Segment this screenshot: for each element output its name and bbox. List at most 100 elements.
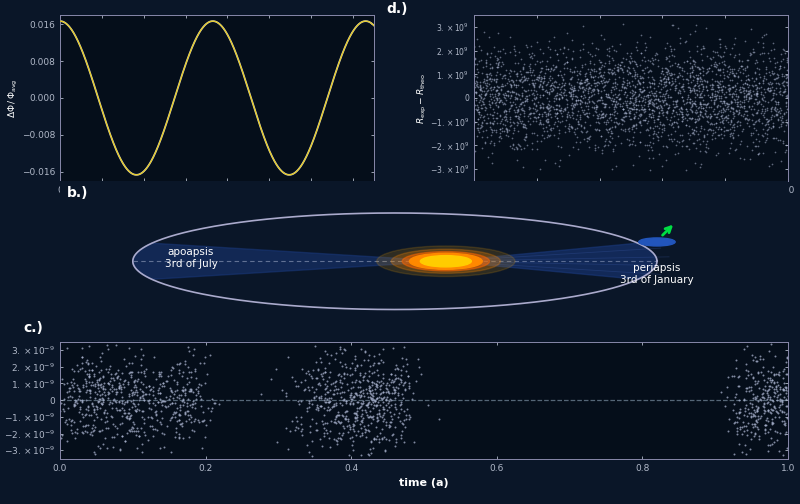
Point [366,389,379,397]
Point [675,110,688,118]
Point [669,78,682,86]
Point [705,112,718,120]
Point [389,388,402,396]
Point [344,395,357,403]
Point [407,389,420,397]
Point [654,85,667,93]
Point [707,110,720,118]
Point [481,133,494,141]
Point [470,74,483,82]
Point [646,111,659,119]
Point [101,409,114,417]
Point [517,106,530,114]
Point [638,108,650,116]
Point [542,105,554,113]
Point [359,385,372,393]
Point [662,93,674,101]
Point [177,401,190,409]
Point [347,399,360,407]
Point [711,78,724,86]
Point [764,80,777,88]
Point [648,76,661,84]
Point [689,118,702,126]
Point [379,401,392,409]
Point [95,383,108,391]
Point [706,81,718,89]
Point [106,413,118,421]
Point [707,61,720,70]
Point [574,96,586,104]
Point [104,369,117,377]
Point [524,109,537,117]
Point [361,389,374,397]
Point [136,449,149,457]
Point [662,66,675,74]
Point [578,135,590,143]
Point [744,383,757,391]
Point [83,366,96,374]
Point [88,406,101,414]
Point [666,60,678,69]
Point [469,117,482,125]
Point [474,123,487,131]
Point [770,58,783,66]
Point [362,426,374,434]
Point [158,382,170,390]
Point [701,86,714,94]
Point [727,95,740,103]
Point [587,79,600,87]
Point [760,75,773,83]
Point [89,450,102,458]
Point [380,379,393,387]
Point [498,89,511,97]
Point [625,115,638,123]
Point [602,68,614,76]
Point [626,125,638,133]
Point [493,90,506,98]
Point [758,93,770,101]
Point [758,399,770,407]
Point [733,439,746,448]
Point [670,110,683,118]
Point [701,86,714,94]
Point [362,382,375,390]
Point [745,428,758,436]
Point [762,393,774,401]
Point [558,105,571,113]
Polygon shape [133,243,446,279]
Point [638,116,651,124]
Point [282,353,294,361]
Point [157,380,170,388]
Point [492,55,505,63]
Point [86,399,98,407]
Point [477,95,490,103]
Point [774,137,787,145]
Point [122,392,135,400]
Point [715,97,728,105]
Point [748,48,761,56]
Point [115,399,128,407]
Point [648,79,661,87]
Point [101,417,114,425]
Point [662,67,674,75]
Point [660,87,673,95]
Point [67,387,80,395]
Point [553,95,566,103]
Point [706,126,719,134]
Point [536,99,549,107]
Point [197,408,210,416]
Point [714,51,726,59]
Point [310,405,322,413]
Point [782,98,794,106]
Point [643,57,656,66]
Point [597,113,610,121]
Point [549,109,562,117]
Point [495,124,508,133]
Point [184,388,197,396]
Point [594,114,606,122]
Point [318,404,330,412]
Point [526,139,538,147]
Point [379,448,392,456]
Point [661,107,674,115]
Point [130,424,143,432]
